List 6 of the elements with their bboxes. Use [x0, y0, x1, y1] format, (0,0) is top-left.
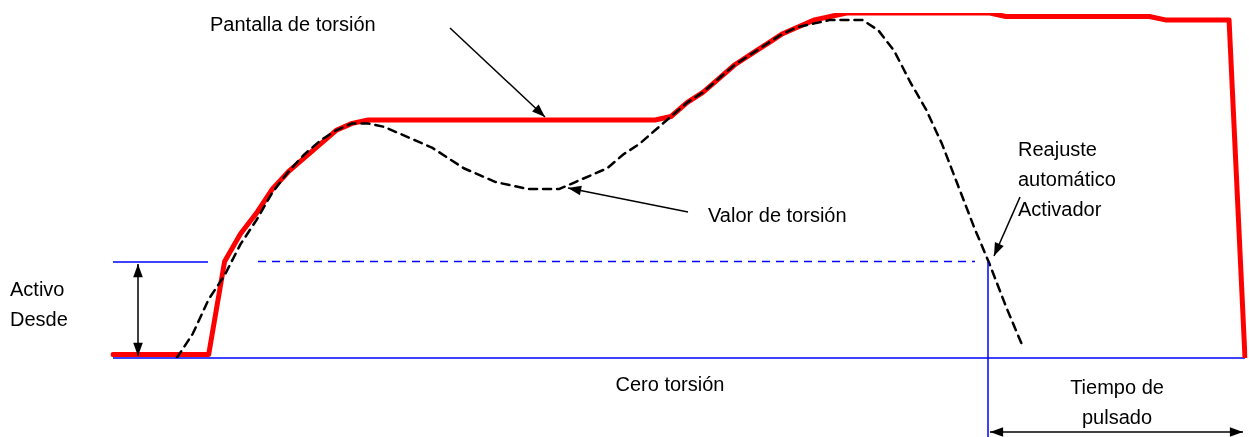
annotation: Pantalla de torsión	[210, 12, 376, 35]
ref-line-label: Cero torsión	[615, 372, 725, 395]
text: Tiempo de pulsado	[1070, 375, 1164, 428]
annotation: Valor de torsión	[708, 203, 847, 226]
text: Activo Desde	[10, 277, 68, 330]
annotation: Reajuste automático Activador	[1018, 137, 1116, 220]
